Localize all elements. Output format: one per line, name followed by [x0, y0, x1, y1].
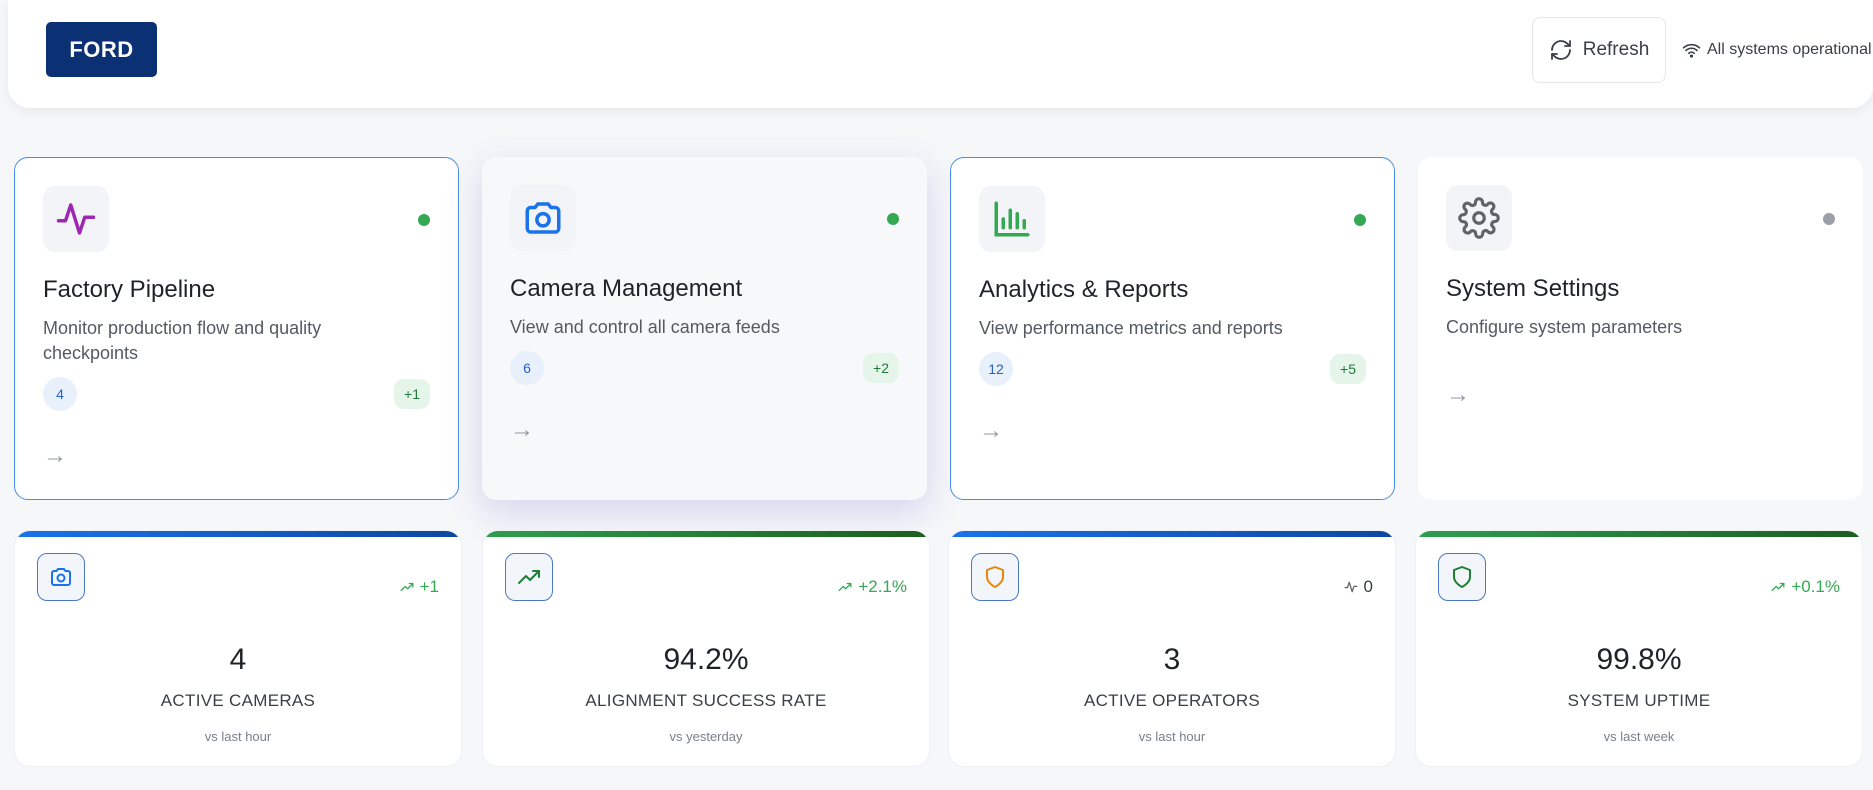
refresh-icon — [1550, 40, 1571, 60]
refresh-button[interactable]: Refresh — [1532, 17, 1666, 83]
module-title: Factory Pipeline — [43, 276, 216, 303]
shield-icon — [1453, 566, 1471, 588]
delta-badge: +5 — [1330, 354, 1366, 384]
status-dot — [887, 213, 899, 225]
module-card-factory-pipeline[interactable]: Factory Pipeline Monitor production flow… — [14, 157, 459, 500]
module-icon-box — [979, 186, 1045, 252]
module-description: Monitor production flow and quality chec… — [43, 318, 322, 363]
trending-up-icon — [1771, 582, 1785, 592]
ford-logo[interactable]: FORD — [46, 22, 157, 77]
camera-icon — [525, 202, 561, 234]
stat-icon-box — [37, 553, 85, 601]
trend-value: 0 — [1363, 577, 1373, 596]
stat-label: ALIGNMENT SUCCESS RATE — [585, 691, 827, 710]
arrow-right-icon[interactable]: → — [510, 416, 534, 443]
stat-value: 99.8% — [1596, 643, 1682, 676]
module-title: System Settings — [1446, 275, 1620, 302]
arrow-right-icon[interactable]: → — [43, 442, 67, 469]
stat-icon-box — [971, 553, 1019, 601]
accent-bar — [949, 531, 1395, 537]
stat-card-system-uptime: +0.1% 99.8% SYSTEM UPTIME vs last week — [1415, 530, 1863, 767]
trending-up-icon — [518, 570, 540, 584]
count-badge: 6 — [510, 351, 544, 385]
system-status: All systems operational — [1682, 38, 1872, 62]
trend-value: +2.1% — [858, 577, 907, 596]
activity-icon — [56, 203, 96, 235]
stat-comparison: vs last hour — [1138, 729, 1206, 744]
status-dot — [418, 214, 430, 226]
stat-comparison: vs yesterday — [669, 729, 743, 744]
wifi-icon — [1682, 43, 1701, 58]
count-badge: 12 — [979, 352, 1013, 386]
module-card-camera-management[interactable]: Camera Management View and control all c… — [482, 157, 927, 500]
trending-up-icon — [400, 582, 414, 592]
arrow-right-icon[interactable]: → — [979, 417, 1003, 444]
delta-badge: +1 — [394, 379, 430, 409]
status-text: All systems operational — [1707, 41, 1872, 58]
arrow-right-icon[interactable]: → — [1446, 381, 1470, 408]
bar-chart-icon — [994, 201, 1030, 237]
stat-card-active-operators: 0 3 ACTIVE OPERATORS vs last hour — [948, 530, 1396, 767]
stat-card-active-cameras: +1 4 ACTIVE CAMERAS vs last hour — [14, 530, 462, 767]
stat-icon-box — [505, 553, 553, 601]
module-description: Configure system parameters — [1446, 317, 1683, 337]
module-description: View and control all camera feeds — [510, 317, 780, 337]
accent-bar — [483, 531, 929, 537]
trending-up-icon — [838, 582, 852, 592]
activity-icon — [1344, 581, 1358, 593]
stat-value: 3 — [1163, 643, 1181, 676]
module-description: View performance metrics and reports — [979, 318, 1283, 338]
module-title: Camera Management — [510, 275, 743, 302]
accent-bar — [15, 531, 461, 537]
stat-value: 4 — [229, 643, 247, 676]
stat-card-alignment-success-rate: +2.1% 94.2% ALIGNMENT SUCCESS RATE vs ye… — [482, 530, 930, 767]
trend-indicator: 0 — [1344, 577, 1373, 597]
trend-indicator: +1 — [400, 577, 439, 597]
module-title: Analytics & Reports — [979, 276, 1189, 303]
trend-indicator: +0.1% — [1771, 577, 1840, 597]
stat-label: ACTIVE CAMERAS — [160, 691, 316, 710]
module-card-system-settings[interactable]: System Settings Configure system paramet… — [1418, 157, 1863, 500]
accent-bar — [1416, 531, 1862, 537]
trend-indicator: +2.1% — [838, 577, 907, 597]
module-icon-box — [43, 186, 109, 252]
stat-label: SYSTEM UPTIME — [1567, 691, 1711, 710]
stat-value: 94.2% — [663, 643, 749, 676]
stat-comparison: vs last week — [1603, 729, 1675, 744]
shield-icon — [986, 566, 1004, 588]
trend-value: +1 — [419, 577, 439, 596]
refresh-label: Refresh — [1582, 39, 1650, 60]
delta-badge: +2 — [863, 353, 899, 383]
stat-icon-box — [1438, 553, 1486, 601]
stat-label: ACTIVE OPERATORS — [1083, 691, 1261, 710]
status-dot — [1823, 213, 1835, 225]
gear-icon — [1458, 197, 1500, 239]
module-icon-box — [510, 185, 576, 251]
count-badge: 4 — [43, 377, 77, 411]
module-card-analytics-reports[interactable]: Analytics & Reports View performance met… — [950, 157, 1395, 500]
status-dot — [1354, 214, 1366, 226]
trend-value: +0.1% — [1791, 577, 1840, 596]
top-header: FORD Refresh All systems operational — [8, 0, 1873, 108]
stat-comparison: vs last hour — [204, 729, 272, 744]
camera-icon — [51, 568, 71, 586]
module-icon-box — [1446, 185, 1512, 251]
